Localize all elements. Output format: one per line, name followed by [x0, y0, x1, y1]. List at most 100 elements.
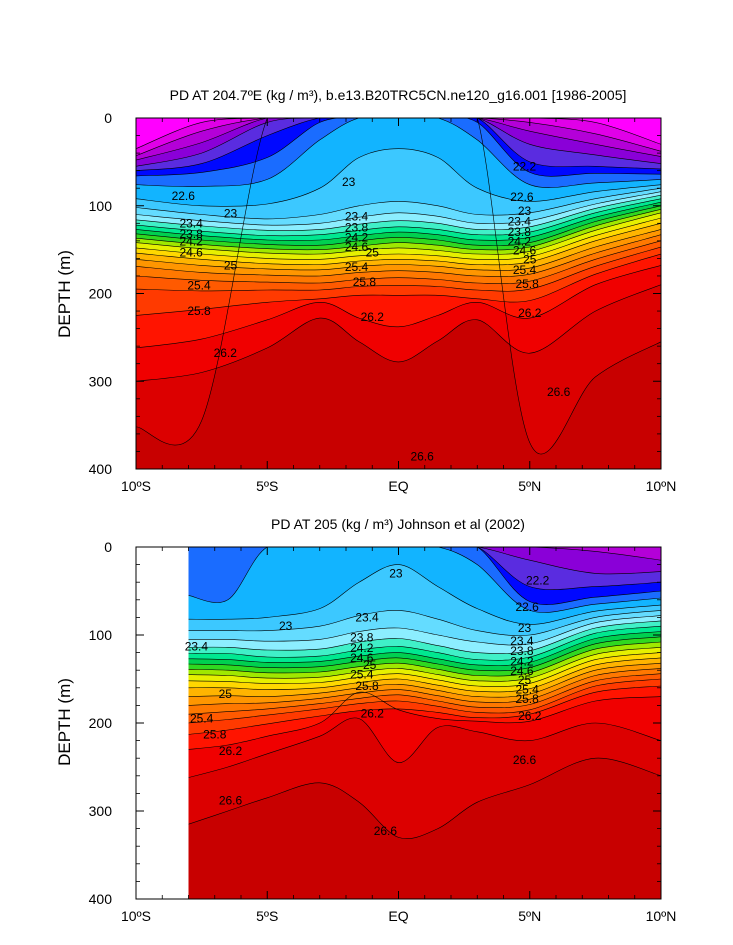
contour-line-25.2: [136, 229, 661, 271]
contour-line-22.8: [188, 547, 661, 613]
bottom-panel: PD AT 205 (kg / m³) Johnson et al (2002)…: [55, 516, 676, 924]
contour-line-23.4: [188, 615, 661, 646]
contour-label: 23.8: [350, 631, 374, 645]
contour-label: 24.2: [345, 230, 369, 244]
contour-line-24.6: [188, 647, 661, 682]
contour-label: 25.8: [515, 692, 539, 706]
contour-label: 25.4: [190, 712, 214, 726]
y-tick-label: 0: [104, 539, 112, 555]
contour-label: 25.8: [203, 727, 227, 741]
contour-label: 25: [224, 258, 238, 272]
contour-label: 25.8: [353, 275, 377, 289]
contour-label: 22.6: [515, 600, 539, 614]
contour-label: 24.2: [350, 641, 374, 655]
contour-label: 24.6: [510, 664, 534, 678]
contour-line-22.4: [188, 547, 661, 590]
contour-fill-22: [188, 547, 661, 561]
contour-line-22.6: [188, 547, 661, 605]
contour-line-25: [136, 223, 661, 266]
contour-label: 22.6: [510, 190, 534, 204]
bottom-y-axis-title: DEPTH (m): [55, 678, 74, 766]
contour-fill-22: [136, 118, 661, 161]
x-tick-label: 5ºS: [256, 908, 278, 924]
contour-line-25: [188, 657, 661, 693]
contour-line-24.2: [136, 205, 661, 246]
contour-label: 25.4: [350, 668, 374, 682]
contour-label: 25.8: [355, 679, 379, 693]
contour-label: 22.6: [172, 189, 196, 203]
contour-line-25.8: [188, 678, 661, 724]
y-tick-label: 100: [89, 198, 113, 214]
y-tick-label: 400: [89, 891, 113, 907]
contour-line-26: [188, 685, 661, 735]
contour-line-24.6: [136, 212, 661, 255]
x-tick-label: 5ºN: [518, 908, 541, 924]
contour-label: 23.8: [179, 227, 203, 241]
contour-label: 23: [518, 204, 532, 218]
contour-label: 25: [523, 252, 537, 266]
contour-line-25.8: [136, 246, 661, 292]
contour-line-24.4: [136, 209, 661, 251]
contour-line-22.4: [136, 118, 661, 171]
contour-label: 26.6: [547, 385, 571, 399]
contour-label: 23.4: [510, 634, 534, 648]
contour-label: 26.2: [518, 709, 542, 723]
contour-label: 26.2: [219, 744, 243, 758]
y-tick-label: 300: [89, 373, 113, 389]
x-tick-label: 5ºS: [256, 478, 278, 494]
contour-line-25.4: [188, 668, 661, 706]
contour-label: 23.8: [345, 221, 369, 235]
contour-label: 22.2: [513, 159, 537, 173]
x-tick-label: EQ: [388, 478, 408, 494]
top-y-axis-title: DEPTH (m): [55, 250, 74, 338]
contour-label: 24.6: [513, 244, 537, 258]
y-tick-label: 200: [89, 286, 113, 302]
contour-label: 26.2: [361, 706, 385, 720]
x-tick-label: 10ºN: [646, 908, 677, 924]
contour-label: 25: [363, 658, 377, 672]
contour-line-23.2: [136, 187, 661, 220]
contour-line-26.4: [136, 284, 661, 382]
contour-label: 25: [219, 687, 233, 701]
contour-label: 26.2: [518, 306, 542, 320]
x-tick-label: 10ºS: [121, 908, 151, 924]
contour-label: 23: [389, 566, 403, 580]
contour-line-25.6: [188, 673, 661, 715]
contour-label: 22.2: [526, 573, 550, 587]
contour-label: 23.4: [179, 216, 203, 230]
y-tick-label: 300: [89, 803, 113, 819]
bottom-panel-title: PD AT 205 (kg / m³) Johnson et al (2002): [271, 516, 525, 532]
contour-label: 23.4: [355, 610, 379, 624]
top-panel-title: PD AT 204.7ºE (kg / m³), b.e13.B20TRC5CN…: [170, 87, 627, 103]
x-tick-label: EQ: [388, 908, 408, 924]
contour-label: 24.2: [508, 235, 532, 249]
contour-line-26.2: [136, 265, 661, 349]
contour-line-23: [136, 148, 661, 207]
contour-lines: [188, 547, 661, 840]
contour-line-26.2: [188, 691, 661, 750]
x-tick-label: 10ºS: [121, 478, 151, 494]
contour-label: 25.4: [187, 279, 211, 293]
contour-line-26.6: [188, 757, 661, 840]
contour-line-25.4: [136, 234, 661, 277]
contour-line-24.2: [188, 636, 661, 672]
contour-line-24: [188, 631, 661, 666]
contour-label: 23.4: [185, 639, 209, 653]
contour-line-22.8: [136, 118, 661, 188]
contour-label: 26.2: [361, 310, 385, 324]
contour-line-23: [188, 564, 661, 625]
contour-label: 24.6: [350, 651, 374, 665]
contour-line-26.4: [188, 717, 661, 778]
contour-label: 25.4: [513, 263, 537, 277]
contour-label: 23.8: [510, 644, 534, 658]
contour-label: 26.6: [219, 793, 243, 807]
contour-line-25.6: [136, 240, 661, 285]
contour-label: 23: [518, 621, 532, 635]
y-tick-label: 400: [89, 461, 113, 477]
contour-line-24.4: [188, 641, 661, 677]
contour-line-25.2: [188, 662, 661, 698]
contour-label: 24.2: [510, 654, 534, 668]
contour-label: 25.8: [187, 304, 211, 318]
contour-line-26: [136, 253, 661, 316]
